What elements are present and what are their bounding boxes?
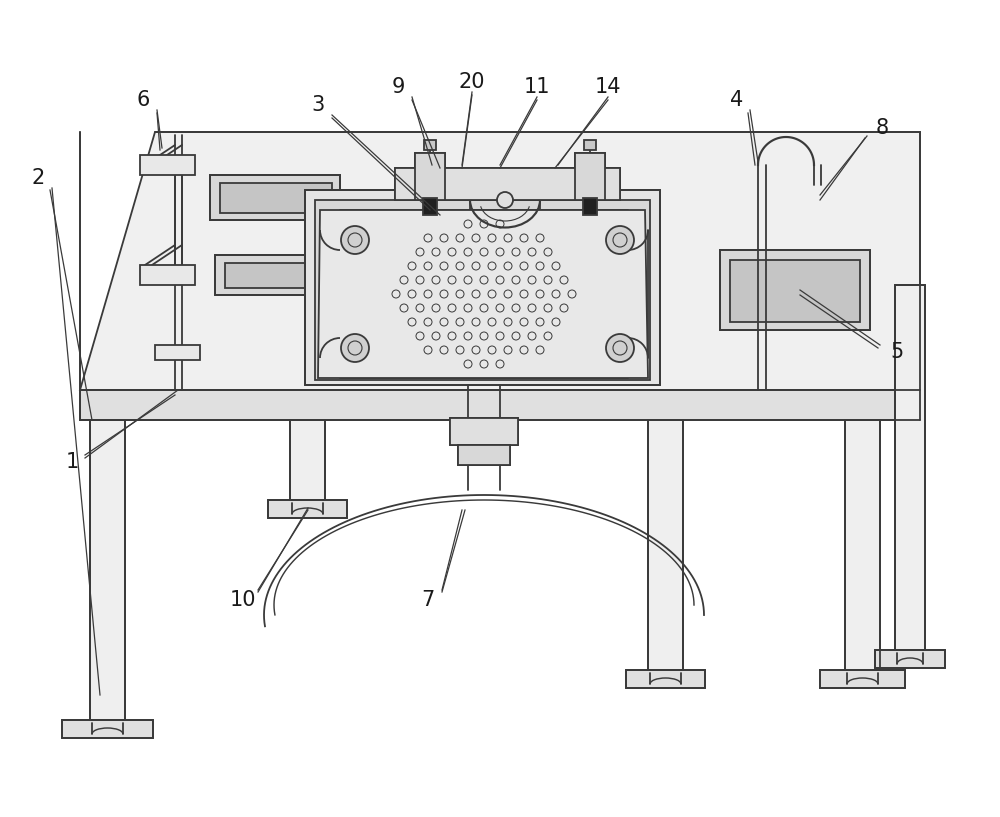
Polygon shape <box>210 175 340 220</box>
Circle shape <box>497 192 513 208</box>
Polygon shape <box>626 670 705 688</box>
Polygon shape <box>220 183 332 213</box>
Polygon shape <box>720 250 870 330</box>
Polygon shape <box>318 210 648 378</box>
Polygon shape <box>583 198 597 215</box>
Polygon shape <box>268 500 347 518</box>
Polygon shape <box>423 198 437 215</box>
Text: 5: 5 <box>890 342 904 362</box>
Circle shape <box>341 226 369 254</box>
Polygon shape <box>155 345 200 360</box>
Polygon shape <box>140 155 195 175</box>
Polygon shape <box>215 255 330 295</box>
Polygon shape <box>62 720 153 738</box>
Polygon shape <box>730 260 860 322</box>
Text: 14: 14 <box>595 77 621 97</box>
Polygon shape <box>875 650 945 668</box>
Polygon shape <box>140 265 195 285</box>
Polygon shape <box>648 420 683 670</box>
Text: 1: 1 <box>65 452 79 472</box>
Polygon shape <box>305 190 660 385</box>
Text: 4: 4 <box>730 90 744 110</box>
Polygon shape <box>584 140 596 150</box>
Polygon shape <box>290 420 325 500</box>
Polygon shape <box>315 200 650 380</box>
Circle shape <box>341 334 369 362</box>
Polygon shape <box>820 670 905 688</box>
Polygon shape <box>415 153 445 200</box>
Text: 10: 10 <box>230 590 256 610</box>
Circle shape <box>606 334 634 362</box>
Text: 8: 8 <box>875 118 889 138</box>
Text: 9: 9 <box>391 77 405 97</box>
Text: 2: 2 <box>31 168 45 188</box>
Polygon shape <box>424 140 436 150</box>
Polygon shape <box>90 420 125 720</box>
Text: 7: 7 <box>421 590 435 610</box>
Polygon shape <box>80 132 920 390</box>
Text: 3: 3 <box>311 95 325 115</box>
Text: 6: 6 <box>136 90 150 110</box>
Polygon shape <box>575 153 605 200</box>
Polygon shape <box>895 285 925 650</box>
Text: 20: 20 <box>459 72 485 92</box>
Polygon shape <box>225 263 323 288</box>
Polygon shape <box>450 418 518 445</box>
Text: 11: 11 <box>524 77 550 97</box>
Circle shape <box>606 226 634 254</box>
Polygon shape <box>845 420 880 670</box>
Polygon shape <box>80 390 920 420</box>
Polygon shape <box>458 445 510 465</box>
Polygon shape <box>395 168 620 200</box>
